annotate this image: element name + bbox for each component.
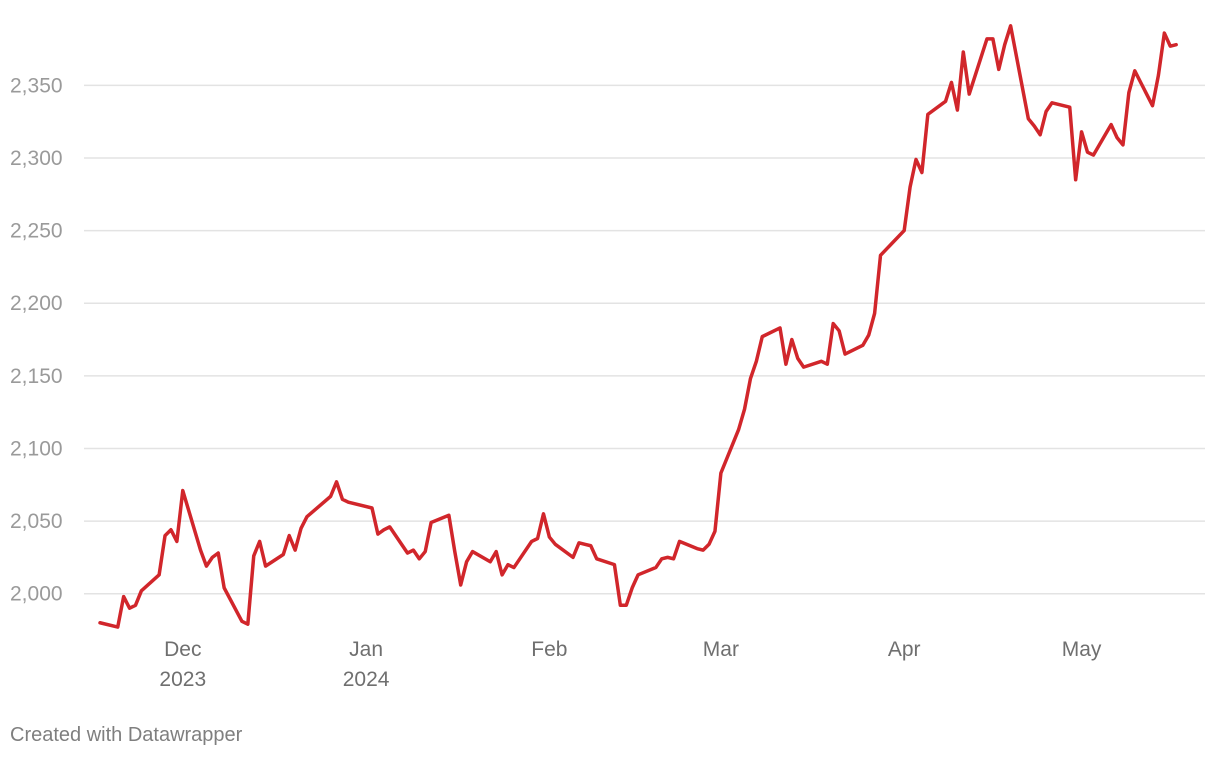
x-tick-label: Mar xyxy=(703,638,739,661)
x-axis-ticks: Dec 2023 Jan 2024 Feb Mar Apr May xyxy=(159,638,1101,691)
line-chart: 2,000 2,050 2,100 2,150 2,200 2,250 2,300 2,350… xyxy=(10,24,1205,691)
y-tick-label: 2,100 xyxy=(10,437,63,460)
x-tick-label: Dec xyxy=(164,638,201,661)
series-layer xyxy=(98,24,1178,629)
x-tick-label: May xyxy=(1062,638,1102,661)
x-tick-label: Apr xyxy=(888,638,921,661)
y-tick-label: 2,350 xyxy=(10,74,63,97)
x-tick-label: Jan xyxy=(349,638,383,661)
y-tick-label: 2,300 xyxy=(10,147,63,170)
gridlines xyxy=(84,84,1205,595)
y-tick-label: 2,150 xyxy=(10,365,63,388)
series-line xyxy=(98,24,1178,629)
y-tick-label: 2,000 xyxy=(10,583,63,606)
y-axis-ticks: 2,000 2,050 2,100 2,150 2,200 2,250 2,300 2,350 xyxy=(10,74,63,605)
y-tick-label: 2,050 xyxy=(10,510,63,533)
x-tick-year-label: 2023 xyxy=(159,668,206,691)
x-tick-label: Feb xyxy=(531,638,567,661)
x-tick-year-label: 2024 xyxy=(343,668,390,691)
credit-text: Created with Datawrapper xyxy=(10,724,243,746)
y-tick-label: 2,250 xyxy=(10,220,63,243)
y-tick-label: 2,200 xyxy=(10,292,63,315)
